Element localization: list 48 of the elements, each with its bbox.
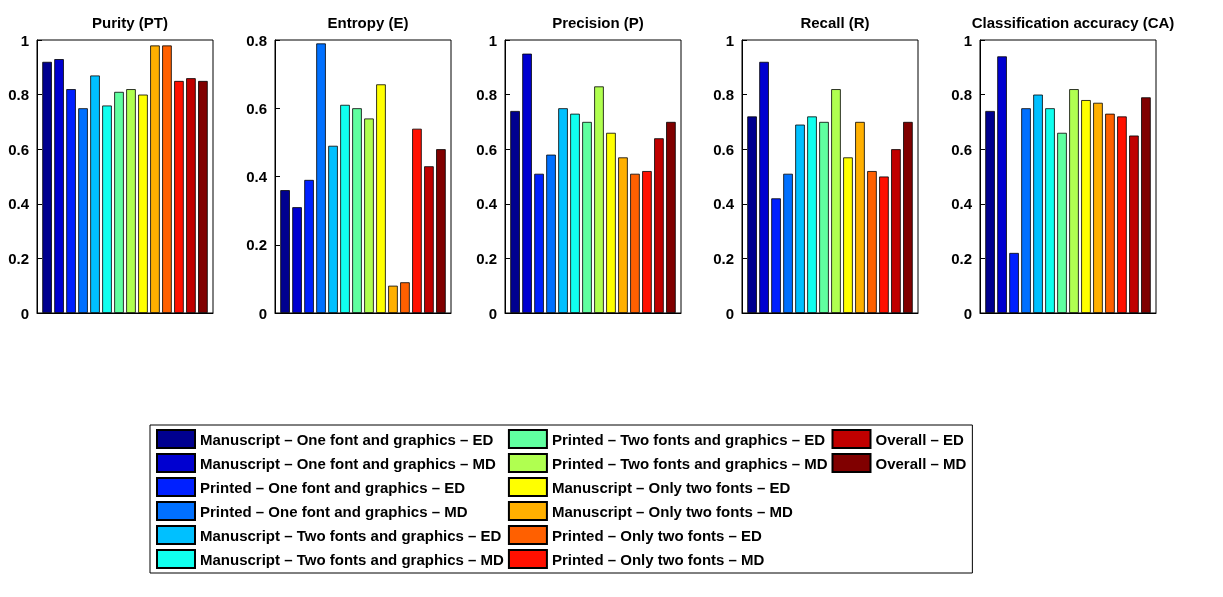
legend-label: Manuscript – Two fonts and graphics – ED: [200, 526, 502, 544]
y-tick-label: 0: [963, 304, 972, 322]
y-tick-label: 0: [725, 304, 734, 322]
y-tick-label: 0.8: [8, 86, 29, 104]
chart-title: Precision (P): [552, 14, 644, 31]
y-tick-label: 0.4: [246, 168, 268, 185]
y-tick-label: 1: [963, 31, 972, 49]
legend-label: Overall – ED: [875, 430, 965, 448]
y-tick-label: 0: [258, 304, 267, 322]
legend-label: Manuscript – Two fonts and graphics – MD: [200, 550, 505, 568]
y-tick-label: 0.6: [713, 140, 734, 158]
legend-label: Manuscript – One font and graphics – MD: [200, 454, 497, 472]
legend-label: Printed – One font and graphics – MD: [200, 502, 468, 520]
y-tick-label: 1: [20, 31, 29, 49]
legend-label: Manuscript – Only two fonts – MD: [551, 502, 793, 520]
legend-label: Printed – One font and graphics – ED: [200, 478, 466, 496]
y-tick-label: 0.2: [951, 249, 972, 267]
y-tick-label: 0.4: [951, 195, 973, 213]
y-tick-label: 0.8: [246, 31, 267, 49]
y-tick-label: 0.4: [476, 195, 498, 213]
y-tick-label: 0.6: [476, 140, 497, 158]
y-tick-label: 0: [20, 304, 29, 322]
chart-title: Recall (R): [800, 14, 870, 31]
y-tick-label: 0.6: [246, 99, 267, 117]
y-tick-label: 0.6: [951, 140, 972, 158]
y-tick-label: 1: [725, 31, 734, 49]
y-tick-label: 1: [488, 31, 497, 49]
chart-title: Entropy (E): [327, 14, 409, 31]
y-tick-label: 0.6: [8, 140, 29, 158]
legend-label: Overall – MD: [875, 454, 967, 472]
y-tick-label: 0.8: [951, 86, 972, 104]
y-tick-label: 0.8: [713, 86, 734, 104]
chart-title: Purity (PT): [92, 14, 168, 31]
legend-label: Printed – Only two fonts – ED: [551, 526, 763, 544]
y-tick-label: 0.4: [8, 195, 30, 213]
y-tick-label: 0.4: [713, 195, 735, 213]
legend-label: Printed – Two fonts and graphics – ED: [551, 430, 826, 448]
y-tick-label: 0.2: [8, 249, 29, 267]
chart-title: Classification accuracy (CA): [971, 14, 1175, 31]
y-tick-label: 0.2: [713, 249, 734, 267]
legend-label: Manuscript – Only two fonts – ED: [551, 478, 791, 496]
y-tick-label: 0.2: [246, 236, 267, 254]
legend-label: Printed – Two fonts and graphics – MD: [551, 454, 828, 472]
legend-label: Manuscript – One font and graphics – ED: [200, 430, 494, 448]
y-tick-label: 0.8: [476, 86, 497, 104]
legend-label: Printed – Only two fonts – MD: [551, 550, 765, 568]
y-tick-label: 0: [488, 304, 497, 322]
y-tick-label: 0.2: [476, 249, 497, 267]
